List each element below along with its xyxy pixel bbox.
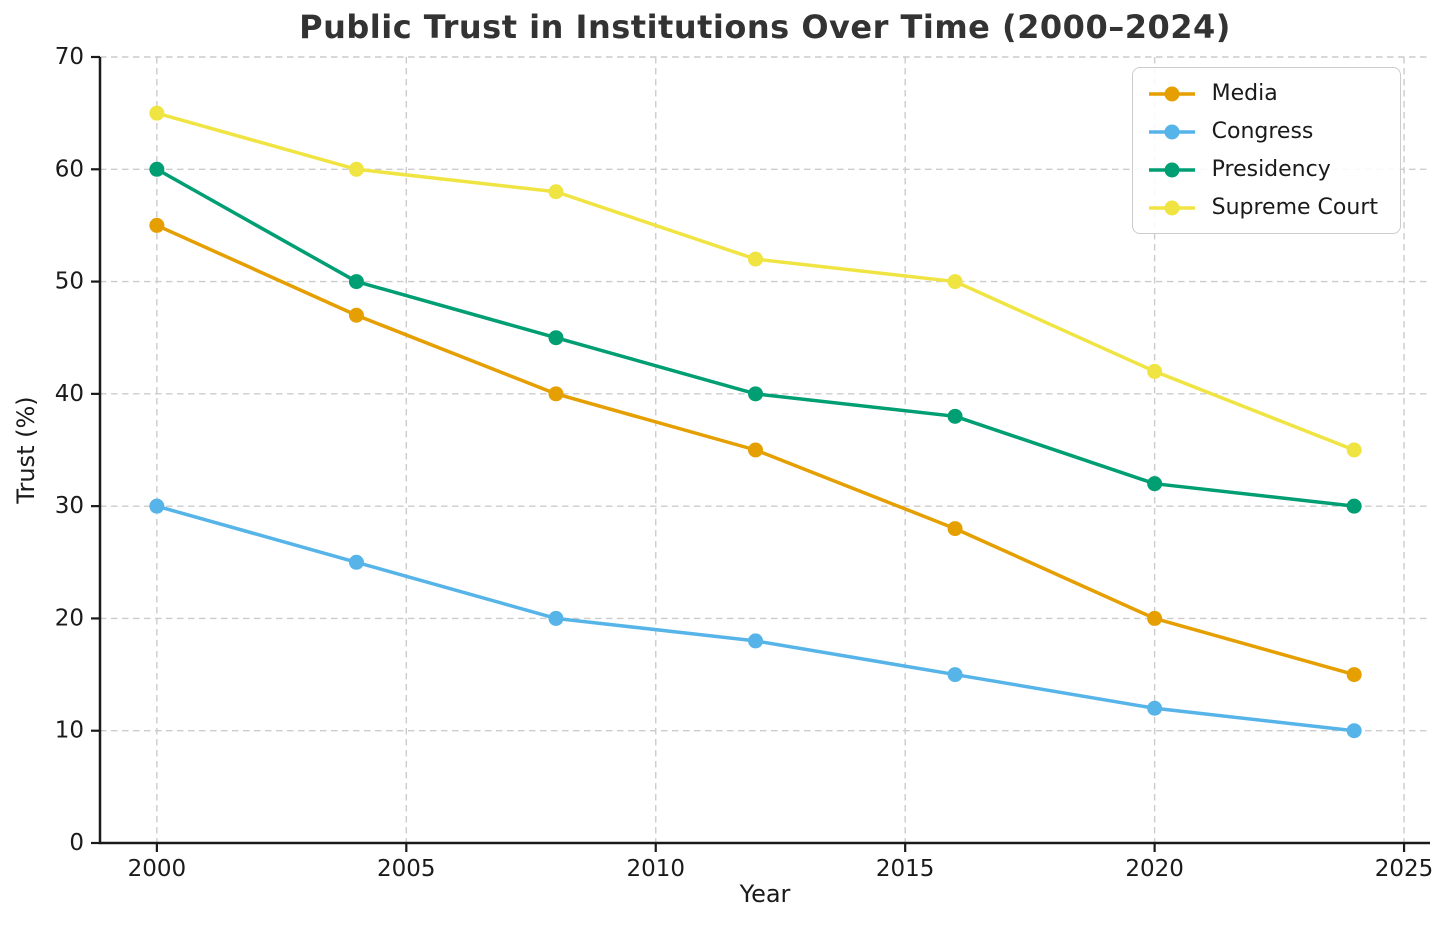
x-tick-label-2005: 2005 xyxy=(377,856,436,882)
legend-marker-presidency-icon xyxy=(1148,162,1195,177)
y-tick-label-60: 60 xyxy=(55,156,84,182)
legend-marker-congress-icon xyxy=(1148,124,1195,139)
data-point-supreme-court-2008 xyxy=(548,184,564,200)
data-point-congress-2020 xyxy=(1147,700,1163,716)
legend: Media Congress Presidency Supreme Court xyxy=(1131,67,1401,234)
legend-label-presidency: Presidency xyxy=(1211,157,1331,182)
legend-item-congress: Congress xyxy=(1147,119,1378,144)
data-point-supreme-court-2012 xyxy=(748,251,764,267)
data-point-presidency-2008 xyxy=(548,330,564,346)
data-point-media-2020 xyxy=(1147,610,1163,626)
y-tick-label-70: 70 xyxy=(55,44,84,70)
data-point-congress-2024 xyxy=(1346,723,1362,739)
data-point-supreme-court-2020 xyxy=(1147,363,1163,379)
y-tick-label-30: 30 xyxy=(55,493,84,519)
x-tick-label-2010: 2010 xyxy=(626,856,685,882)
legend-label-supreme-court: Supreme Court xyxy=(1211,195,1378,220)
data-point-media-2024 xyxy=(1346,667,1362,683)
data-point-presidency-2012 xyxy=(748,386,764,402)
legend-marker-media-icon xyxy=(1148,86,1195,101)
data-point-media-2012 xyxy=(748,442,764,458)
x-tick-label-2000: 2000 xyxy=(128,856,187,882)
y-tick-label-50: 50 xyxy=(55,269,84,295)
data-point-presidency-2020 xyxy=(1147,476,1163,492)
data-point-presidency-2000 xyxy=(149,161,165,177)
legend-marker-supreme-court-icon xyxy=(1148,200,1195,215)
data-point-media-2000 xyxy=(149,217,165,233)
data-point-congress-2004 xyxy=(348,554,364,570)
legend-item-presidency: Presidency xyxy=(1147,157,1378,182)
y-tick-label-20: 20 xyxy=(55,605,84,631)
data-point-congress-2008 xyxy=(548,610,564,626)
y-tick-label-10: 10 xyxy=(55,718,84,744)
data-point-supreme-court-2024 xyxy=(1346,442,1362,458)
data-point-media-2016 xyxy=(947,521,963,537)
data-point-supreme-court-2016 xyxy=(947,274,963,290)
data-point-presidency-2004 xyxy=(348,274,364,290)
y-tick-label-40: 40 xyxy=(55,381,84,407)
x-tick-label-2020: 2020 xyxy=(1125,856,1184,882)
data-point-congress-2016 xyxy=(947,667,963,683)
y-axis-label: Trust (%) xyxy=(12,396,40,504)
data-point-media-2004 xyxy=(348,307,364,323)
data-point-media-2008 xyxy=(548,386,564,402)
axis-spines xyxy=(98,57,1430,845)
data-point-congress-2000 xyxy=(149,498,165,514)
data-point-presidency-2024 xyxy=(1346,498,1362,514)
data-point-presidency-2016 xyxy=(947,408,963,424)
legend-label-congress: Congress xyxy=(1211,119,1314,144)
legend-item-media: Media xyxy=(1147,81,1378,106)
data-point-congress-2012 xyxy=(748,633,764,649)
data-point-supreme-court-2000 xyxy=(149,105,165,121)
y-tick-label-0: 0 xyxy=(69,830,84,856)
chart-title: Public Trust in Institutions Over Time (… xyxy=(299,8,1231,46)
data-point-supreme-court-2004 xyxy=(348,161,364,177)
legend-item-supreme-court: Supreme Court xyxy=(1147,195,1378,220)
x-axis-label: Year xyxy=(739,880,791,908)
x-tick-label-2025: 2025 xyxy=(1375,856,1434,882)
x-tick-label-2015: 2015 xyxy=(876,856,935,882)
legend-label-media: Media xyxy=(1211,81,1278,106)
